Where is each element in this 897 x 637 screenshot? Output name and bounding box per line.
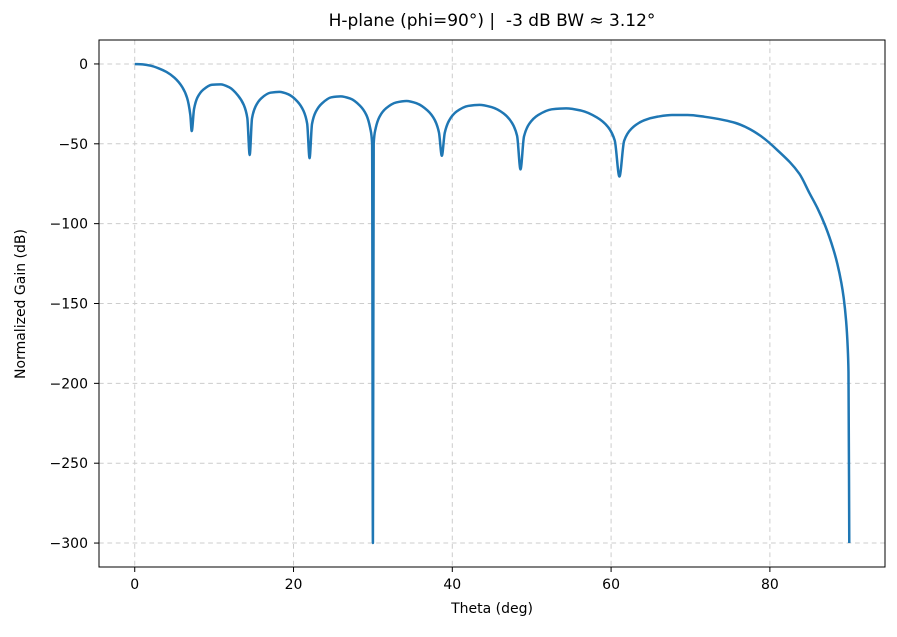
- gain-curve: [134, 62, 851, 545]
- x-axis-label: Theta (deg): [451, 601, 533, 617]
- x-tick-label: 40: [443, 577, 461, 593]
- y-tick-label: −200: [50, 376, 88, 392]
- x-tick-label: 60: [602, 577, 620, 593]
- x-tick-label: 0: [130, 577, 139, 593]
- y-tick-label: −300: [50, 536, 88, 552]
- y-tick-label: 0: [79, 57, 88, 73]
- gain-curve-group: [134, 62, 851, 545]
- grid-lines: [99, 40, 885, 567]
- tick-marks: [94, 63, 771, 572]
- y-tick-label: −100: [50, 217, 88, 233]
- chart-title: H-plane (phi=90°) | -3 dB BW ≈ 3.12°: [328, 11, 656, 31]
- tick-labels: 0 20 40 60 80 0 −50 −100 −150 −200 −250 −300: [50, 57, 779, 593]
- x-tick-label: 80: [761, 577, 779, 593]
- y-tick-label: −150: [50, 297, 88, 313]
- y-tick-label: −50: [58, 137, 88, 153]
- x-tick-label: 20: [285, 577, 303, 593]
- y-tick-label: −250: [50, 456, 88, 472]
